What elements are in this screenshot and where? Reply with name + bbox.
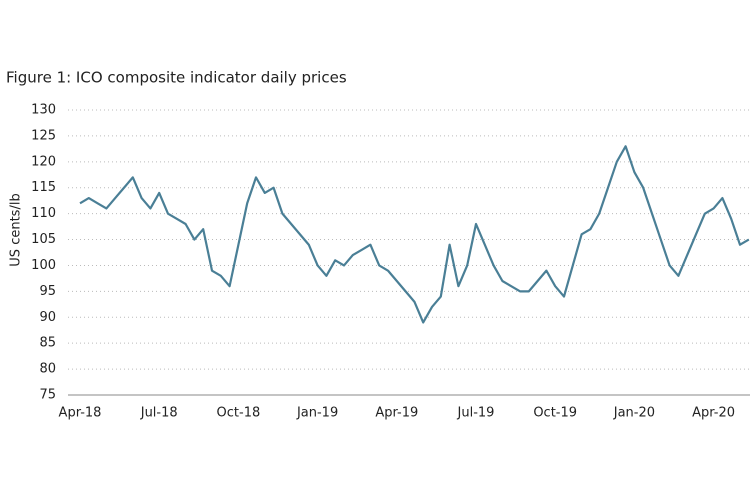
y-tick-label: 115 (31, 180, 56, 195)
y-tick-label: 85 (39, 336, 56, 351)
y-tick-label: 110 (31, 206, 56, 221)
price-line (79, 145, 750, 324)
x-tick-label: Apr-20 (692, 406, 735, 421)
y-tick-label: 95 (39, 284, 56, 299)
x-tick-label: Jan-19 (296, 406, 338, 421)
y-axis-label: US cents/lb (9, 193, 24, 266)
x-tick-label: Apr-18 (59, 406, 102, 421)
y-tick-label: 75 (39, 388, 56, 403)
x-tick-label: Jul-18 (140, 406, 178, 421)
y-tick-label: 105 (31, 232, 56, 247)
x-tick-label: Jul-19 (457, 406, 495, 421)
x-tick-label: Apr-19 (375, 406, 418, 421)
y-tick-label: 130 (31, 103, 56, 118)
x-tick-label: Oct-19 (533, 406, 577, 421)
y-tick-label: 90 (39, 310, 56, 325)
y-tick-label: 120 (31, 154, 56, 169)
y-tick-label: 125 (31, 128, 56, 143)
y-tick-label: 100 (31, 258, 56, 273)
x-tick-label: Oct-18 (217, 406, 261, 421)
y-tick-label: 80 (39, 362, 56, 377)
x-tick-label: Jan-20 (613, 406, 655, 421)
chart-title: Figure 1: ICO composite indicator daily … (6, 69, 347, 87)
